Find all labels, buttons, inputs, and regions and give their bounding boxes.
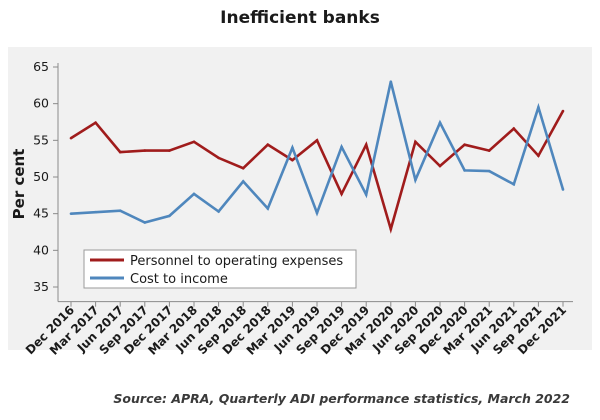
- data-point-cost-to-income: [217, 210, 220, 213]
- data-point-personnel-to-operating-expenses: [291, 158, 294, 162]
- data-point-cost-to-income: [291, 146, 294, 149]
- data-point-cost-to-income: [561, 188, 565, 191]
- y-tick-label: 60: [33, 96, 49, 111]
- legend-label-cost-to-income: Cost to income: [130, 272, 228, 287]
- data-point-cost-to-income: [192, 192, 196, 196]
- data-point-personnel-to-operating-expenses: [364, 143, 368, 147]
- series-line-cost-to-income: [70, 81, 565, 224]
- data-point-personnel-to-operating-expenses: [192, 140, 196, 144]
- data-point-cost-to-income: [94, 210, 97, 214]
- data-point-personnel-to-operating-expenses: [315, 139, 319, 142]
- data-point-cost-to-income: [414, 178, 417, 182]
- y-tick-label: 35: [33, 279, 49, 294]
- data-point-personnel-to-operating-expenses: [217, 156, 220, 160]
- data-point-cost-to-income: [241, 180, 245, 183]
- data-point-personnel-to-operating-expenses: [340, 192, 343, 196]
- data-point-cost-to-income: [537, 106, 540, 109]
- data-point-cost-to-income: [69, 212, 73, 215]
- legend-label-personnel: Personnel to operating expenses: [130, 254, 343, 269]
- data-point-cost-to-income: [512, 183, 516, 186]
- data-point-personnel-to-operating-expenses: [414, 140, 417, 144]
- data-point-cost-to-income: [340, 145, 343, 149]
- data-point-personnel-to-operating-expenses: [463, 143, 466, 147]
- data-point-personnel-to-operating-expenses: [118, 150, 122, 154]
- data-point-cost-to-income: [487, 169, 491, 173]
- data-point-cost-to-income: [266, 207, 270, 210]
- data-point-personnel-to-operating-expenses: [69, 136, 73, 140]
- data-point-personnel-to-operating-expenses: [266, 143, 270, 147]
- chart-title: Inefficient banks: [220, 8, 380, 28]
- legend-box: [83, 249, 357, 289]
- source-note: Source: APRA, Quarterly ADI performance …: [113, 391, 570, 406]
- data-point-cost-to-income: [463, 169, 466, 172]
- y-tick-label: 65: [33, 59, 49, 74]
- y-tick-label: 50: [33, 169, 49, 184]
- data-point-cost-to-income: [438, 121, 442, 125]
- data-point-cost-to-income: [143, 221, 147, 224]
- y-tick-label: 45: [33, 206, 49, 221]
- plot-panel: [8, 47, 592, 350]
- data-point-personnel-to-operating-expenses: [241, 166, 245, 170]
- data-point-personnel-to-operating-expenses: [168, 149, 171, 152]
- data-point-personnel-to-operating-expenses: [389, 227, 393, 231]
- data-point-cost-to-income: [389, 80, 393, 83]
- data-point-personnel-to-operating-expenses: [487, 149, 491, 152]
- data-point-personnel-to-operating-expenses: [94, 121, 97, 125]
- data-point-cost-to-income: [364, 193, 368, 196]
- legend: Personnel to operating expenses Cost to …: [83, 249, 357, 289]
- series-layer: [69, 80, 565, 234]
- data-point-personnel-to-operating-expenses: [438, 164, 442, 168]
- data-point-personnel-to-operating-expenses: [143, 149, 147, 152]
- data-point-personnel-to-operating-expenses: [561, 109, 565, 113]
- y-tick-label: 40: [33, 242, 49, 257]
- y-axis-label: Per cent: [10, 149, 28, 220]
- data-point-cost-to-income: [168, 214, 171, 218]
- data-point-personnel-to-operating-expenses: [537, 154, 540, 158]
- data-point-cost-to-income: [118, 209, 122, 213]
- data-point-personnel-to-operating-expenses: [512, 127, 516, 130]
- y-tick-label: 55: [33, 132, 49, 147]
- data-point-cost-to-income: [315, 211, 319, 215]
